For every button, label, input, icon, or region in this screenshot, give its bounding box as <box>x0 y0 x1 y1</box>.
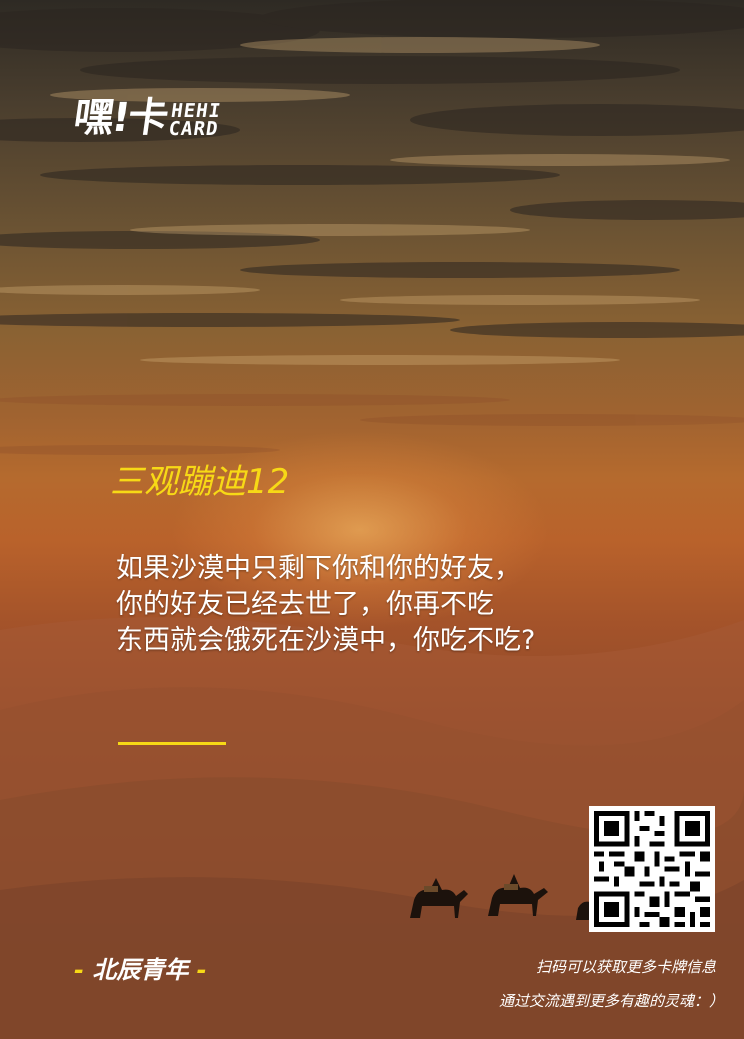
question-text: 如果沙漠中只剩下你和你的好友， 你的好友已经去世了，你再不吃 东西就会饿死在沙漠… <box>116 551 676 659</box>
question-line-1: 如果沙漠中只剩下你和你的好友， <box>116 553 521 584</box>
cloudy-sky <box>0 0 744 455</box>
brand-text: 北辰青年 <box>92 956 189 984</box>
qr-code-icon[interactable] <box>589 806 715 932</box>
footer-scan-hint: 扫码可以获取更多卡牌信息 <box>535 958 716 976</box>
yellow-divider <box>118 742 226 745</box>
camel-caravan-icon <box>410 874 590 920</box>
desert-dunes <box>0 617 744 1039</box>
card-title: 三观蹦迪12 <box>110 462 290 502</box>
question-line-3: 东西就会饿死在沙漠中，你吃不吃? <box>116 625 536 656</box>
sun-glow <box>170 430 550 630</box>
logo-english-text: HEHI CARD <box>167 100 222 140</box>
brand-dash-right: - <box>188 956 207 984</box>
hehi-card-logo: 嘿!卡 HEHI CARD <box>70 95 223 141</box>
brand-dash-left: - <box>74 956 93 984</box>
logo-chinese-text: 嘿!卡 <box>70 95 170 141</box>
brand-name: - 北辰青年 - <box>74 950 207 985</box>
question-line-2: 你的好友已经去世了，你再不吃 <box>116 589 494 620</box>
logo-english-line-2: CARD <box>167 118 221 140</box>
footer-tagline: 通过交流遇到更多有趣的灵魂：） <box>498 992 724 1010</box>
